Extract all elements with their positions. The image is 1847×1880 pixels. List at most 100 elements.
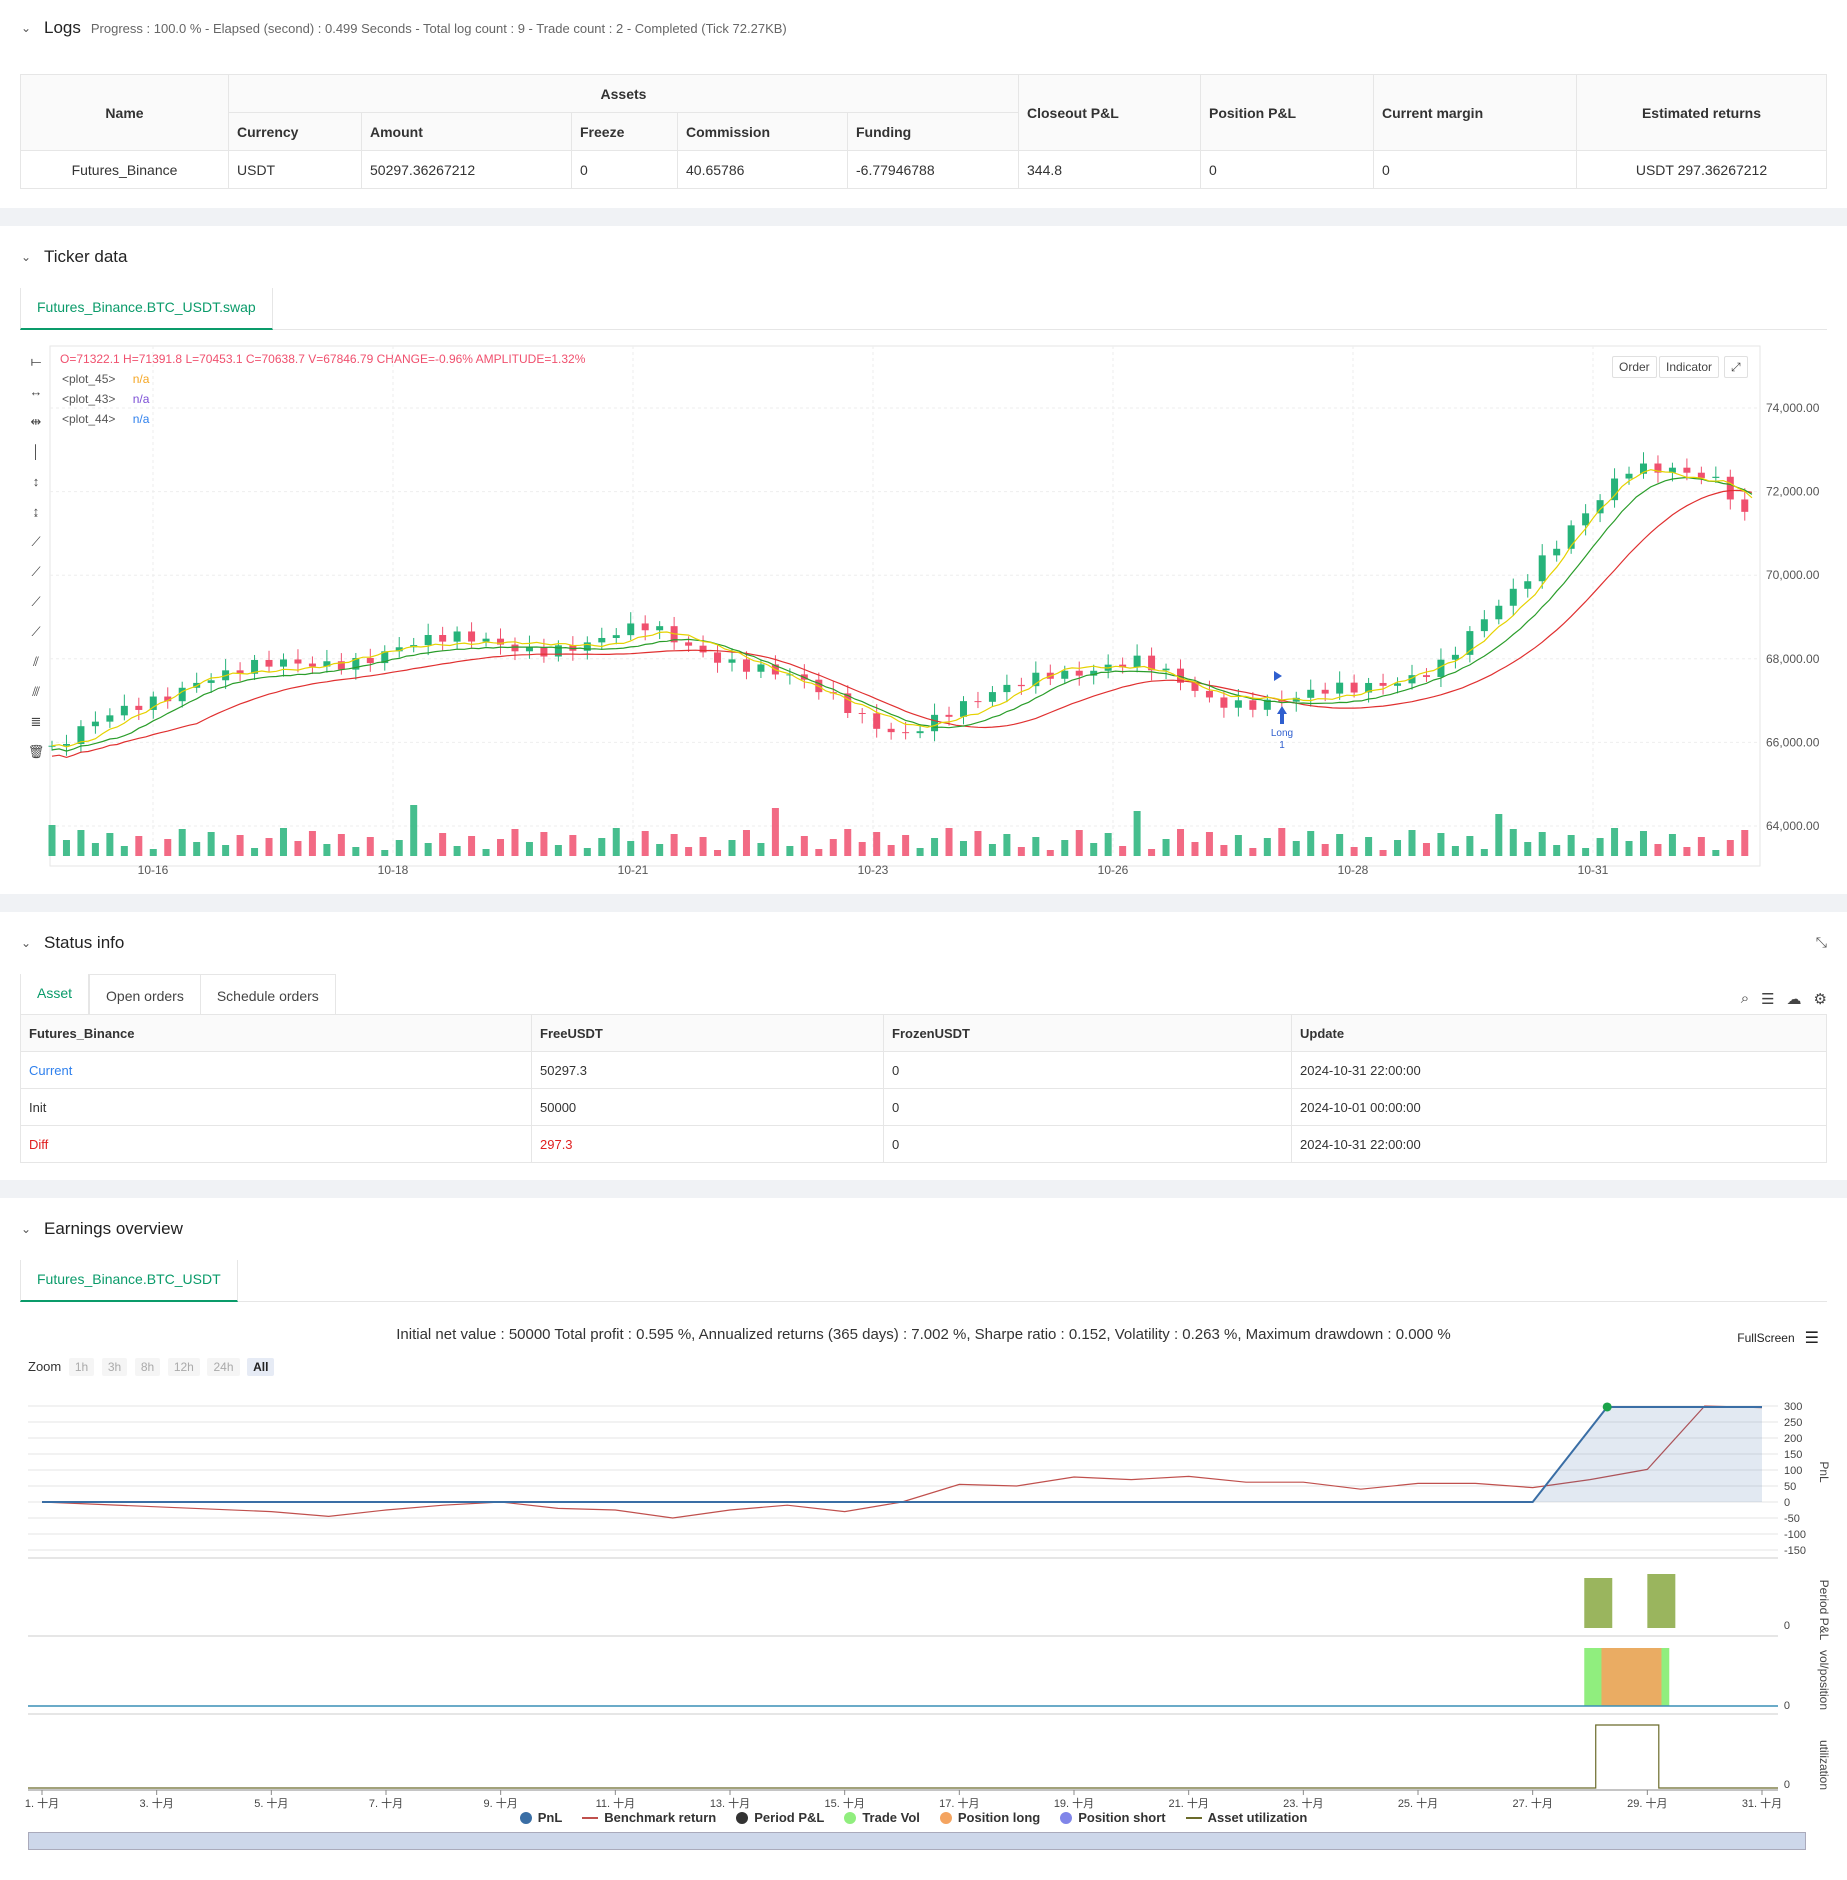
- price-line-icon[interactable]: ⟋: [31, 624, 41, 639]
- indicator-button[interactable]: Indicator: [1659, 356, 1720, 378]
- tab-btc-usdt[interactable]: Futures_Binance.BTC_USDT: [20, 1260, 238, 1302]
- search-icon[interactable]: ⌕: [1740, 990, 1750, 1007]
- legend-swatch: [939, 1811, 952, 1824]
- volume-bar: [858, 842, 866, 856]
- candle-body: [959, 701, 967, 717]
- cell: USDT: [228, 150, 362, 189]
- candle-body: [525, 646, 533, 652]
- vertical-segment-icon[interactable]: ↨: [32, 504, 40, 519]
- zoom-12h[interactable]: 12h: [167, 1358, 200, 1376]
- candle-body: [1567, 525, 1575, 549]
- legend-label: Benchmark return: [604, 1810, 717, 1825]
- legend-label: PnL: [537, 1810, 563, 1825]
- chevron-down-icon[interactable]: ⌄: [20, 936, 32, 950]
- volume-bar: [974, 831, 982, 856]
- legend-item[interactable]: Position long: [939, 1810, 1040, 1825]
- ray-line-icon[interactable]: ⟋: [31, 564, 41, 579]
- legend-item[interactable]: Period P&L: [736, 1810, 824, 1825]
- volume-bar: [279, 828, 287, 856]
- status-section: ⌄ Status info ⤡ Asset Open orders Schedu…: [0, 912, 1847, 1180]
- legend-item[interactable]: Trade Vol: [844, 1810, 920, 1825]
- zoom-24h[interactable]: 24h: [207, 1358, 240, 1376]
- currency-header: Currency: [228, 112, 362, 151]
- zoom-all[interactable]: All: [247, 1358, 275, 1376]
- volume-bar: [786, 846, 794, 856]
- horizontal-ray-icon[interactable]: ↔: [29, 384, 43, 399]
- collapse-icon[interactable]: ⤡: [1815, 934, 1827, 950]
- segment-line-icon[interactable]: ⟋: [31, 594, 41, 609]
- parallel-line-icon[interactable]: ⫽: [33, 654, 39, 669]
- volume-bar: [988, 844, 996, 856]
- volume-bar: [1350, 847, 1358, 856]
- status-header[interactable]: ⌄ Status info ⤡: [0, 912, 1847, 974]
- chevron-down-icon[interactable]: ⌄: [20, 1222, 32, 1236]
- volume-bar: [583, 848, 591, 856]
- earnings-header[interactable]: ⌄ Earnings overview: [0, 1198, 1847, 1260]
- tab-schedule-orders[interactable]: Schedule orders: [200, 974, 336, 1016]
- legend-swatch: [736, 1811, 749, 1824]
- axis-label: PnL: [1817, 1461, 1831, 1483]
- zoom-3h[interactable]: 3h: [101, 1358, 128, 1376]
- gear-icon[interactable]: ⚙: [1813, 991, 1827, 1008]
- period-pnl-bar: [1647, 1574, 1676, 1628]
- candle-body: [598, 637, 606, 643]
- tab-asset[interactable]: Asset: [20, 974, 90, 1016]
- menu-icon[interactable]: ☰: [1804, 1330, 1819, 1347]
- trend-line-icon[interactable]: ⟋: [31, 534, 41, 549]
- plot-legend-3: <plot_44> n/a: [62, 412, 149, 426]
- tab-btc-usdt-swap[interactable]: Futures_Binance.BTC_USDT.swap: [20, 288, 273, 330]
- candle-body: [120, 705, 128, 716]
- logs-header[interactable]: ⌄ Logs Progress : 100.0 % - Elapsed (sec…: [0, 0, 1847, 56]
- candle-body: [916, 731, 924, 734]
- cloud-download-icon[interactable]: ☁: [1786, 991, 1802, 1008]
- long-marker-label: Long: [1271, 728, 1293, 739]
- horizontal-segment-icon[interactable]: ⇹: [30, 414, 42, 429]
- legend-item[interactable]: Asset utilization: [1185, 1810, 1307, 1825]
- volume-bar: [1321, 844, 1329, 856]
- status-toolbar: ⌕ ☰ ☁ ⚙: [1741, 990, 1827, 1008]
- zoom-1h[interactable]: 1h: [68, 1358, 95, 1376]
- candle-body: [1466, 631, 1474, 655]
- volume-bar: [656, 844, 664, 856]
- legend-item[interactable]: Position short: [1060, 1810, 1166, 1825]
- volume-bar: [1032, 837, 1040, 856]
- legend-item[interactable]: Benchmark return: [582, 1810, 716, 1825]
- cell: 0: [883, 1051, 1292, 1089]
- legend-item[interactable]: PnL: [519, 1810, 563, 1825]
- candle-body: [974, 701, 982, 703]
- chevron-down-icon[interactable]: ⌄: [20, 21, 32, 35]
- order-button[interactable]: Order: [1612, 356, 1657, 378]
- tab-open-orders[interactable]: Open orders: [89, 974, 201, 1016]
- volume-bar: [1509, 829, 1517, 856]
- earnings-chart[interactable]: 300 250 200 150 100 50 0 -50 -100 -150 PnL Period P…: [0, 1380, 1847, 1880]
- trash-icon[interactable]: 🗑: [27, 744, 45, 759]
- chevron-down-icon[interactable]: ⌄: [20, 250, 32, 264]
- volume-bar: [959, 841, 967, 856]
- plot-value: n/a: [132, 412, 150, 426]
- candle-body: [1668, 467, 1676, 473]
- row-label-current[interactable]: Current: [20, 1051, 532, 1089]
- candle-body: [1639, 463, 1647, 474]
- vertical-line-icon[interactable]: │: [31, 444, 41, 459]
- plot-name: <plot_45>: [62, 372, 116, 386]
- volume-bar: [1712, 850, 1720, 856]
- candle-body: [62, 744, 70, 746]
- cell: 2024-10-31 22:00:00: [1291, 1125, 1827, 1163]
- zoom-8h[interactable]: 8h: [134, 1358, 161, 1376]
- volume-bar: [222, 845, 230, 856]
- volume-bar: [395, 840, 403, 856]
- candlestick-chart[interactable]: 74,000.00 72,000.00 70,000.00 68,000.00 66,0…: [0, 336, 1847, 896]
- legend-swatch: [1060, 1811, 1073, 1824]
- vertical-ray-icon[interactable]: ↕: [32, 474, 40, 489]
- candle-body: [1090, 670, 1098, 676]
- ticker-header[interactable]: ⌄ Ticker data: [0, 226, 1847, 288]
- candle-body: [1422, 675, 1430, 677]
- navigator-bar[interactable]: [28, 1832, 1806, 1850]
- horizontal-line-icon[interactable]: ⟝: [30, 354, 42, 369]
- fibonacci-icon[interactable]: ⫻: [32, 684, 40, 699]
- volume-bar: [1582, 848, 1590, 856]
- price-channel-icon[interactable]: ≣: [30, 714, 42, 729]
- fullscreen-button[interactable]: FullScreen ☰: [1737, 1328, 1819, 1348]
- expand-icon[interactable]: ⤢: [1724, 356, 1748, 378]
- menu-icon[interactable]: ☰: [1761, 991, 1775, 1008]
